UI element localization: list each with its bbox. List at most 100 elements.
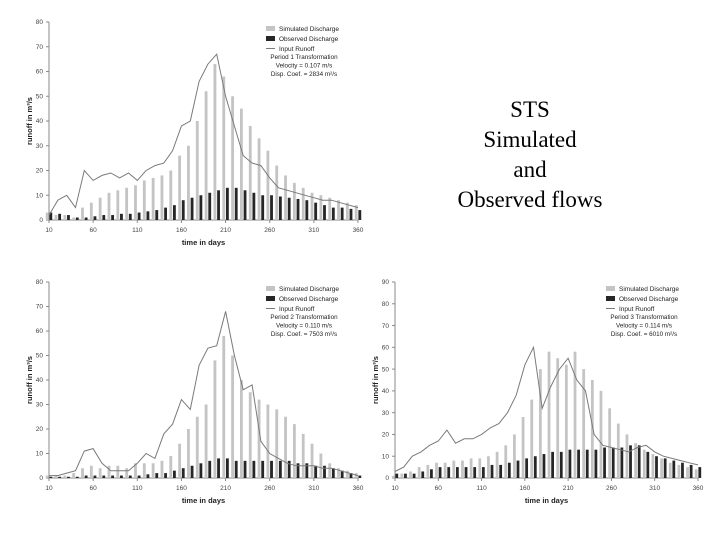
observed-discharge-bar (568, 449, 572, 478)
simulated-discharge-bar (195, 416, 199, 478)
parameter-annotation: Velocity = 0.107 m/s (276, 63, 333, 70)
simulated-discharge-bar (231, 355, 234, 478)
y-axis-title: runoff in m³/s (371, 356, 380, 404)
simulated-discharge-bar (354, 205, 358, 220)
slide-title-line-4: Observed flows (457, 187, 603, 212)
observed-discharge-bar (234, 187, 238, 220)
simulated-discharge-bar (513, 434, 516, 478)
y-tick-label: 80 (382, 301, 390, 308)
simulated-discharge-bar (187, 145, 190, 220)
y-tick-label: 60 (36, 328, 44, 335)
observed-discharge-bar (499, 464, 503, 478)
observed-discharge-bar (199, 195, 203, 220)
simulated-discharge-bar (204, 91, 208, 220)
y-tick-label: 0 (385, 475, 389, 482)
simulated-discharge-bar (213, 360, 217, 478)
observed-discharge-bar (551, 451, 554, 478)
observed-discharge-bar (533, 456, 537, 478)
observed-discharge-bar (481, 467, 485, 478)
simulated-discharge-bar (187, 429, 190, 478)
simulated-discharge-bar (686, 467, 689, 478)
observed-discharge-bar (349, 208, 353, 220)
simulated-discharge-bar (634, 443, 637, 478)
observed-discharge-bar (164, 207, 167, 220)
observed-discharge-bar (323, 465, 326, 478)
observed-discharge-bar (208, 192, 212, 220)
simulated-discharge-bar (642, 449, 646, 478)
observed-discharge-bar (173, 205, 176, 220)
observed-discharge-bar (490, 464, 494, 478)
observed-discharge-bar (464, 467, 468, 478)
y-tick-label: 10 (36, 451, 44, 458)
observed-discharge-bar (243, 190, 247, 220)
slide-title-line-1: STS (510, 97, 550, 122)
x-tick-label: 210 (563, 485, 574, 492)
simulated-discharge-bar (521, 417, 525, 478)
y-tick-label: 50 (36, 93, 44, 100)
observed-discharge-bar (217, 458, 220, 478)
y-tick-label: 50 (36, 353, 44, 360)
simulated-discharge-bar (169, 170, 173, 220)
observed-discharge-bar (146, 211, 150, 220)
observed-discharge-bar (120, 475, 123, 478)
x-tick-label: 360 (353, 485, 364, 492)
observed-discharge-bar (447, 467, 451, 478)
simulated-discharge-bar (495, 451, 499, 478)
simulated-discharge-bar (178, 443, 182, 478)
legend-swatch-observed (266, 36, 275, 41)
observed-discharge-bar (181, 468, 185, 478)
simulated-discharge-bar (452, 460, 456, 478)
observed-discharge-bar (261, 460, 265, 478)
observed-discharge-bar (287, 197, 291, 220)
simulated-discharge-bar (213, 64, 217, 220)
observed-discharge-bar (102, 475, 106, 478)
simulated-discharge-bar (81, 468, 84, 478)
y-tick-label: 40 (36, 118, 44, 125)
x-tick-label: 60 (90, 227, 98, 234)
x-axis-title: time in days (525, 496, 568, 505)
simulated-discharge-bar (89, 465, 93, 478)
simulated-discharge-bar (54, 215, 58, 220)
simulated-discharge-bar (107, 465, 111, 478)
observed-discharge-bar (358, 210, 362, 220)
observed-discharge-bar (252, 460, 256, 478)
observed-discharge-bar (603, 447, 606, 478)
legend-label-runoff: Input Runoff (279, 306, 314, 313)
observed-discharge-bar (646, 451, 650, 478)
observed-discharge-bar (340, 470, 344, 478)
simulated-discharge-bar (409, 471, 412, 478)
observed-discharge-bar (190, 465, 194, 478)
legend-swatch-simulated (266, 286, 275, 291)
simulated-discharge-bar (257, 138, 261, 220)
simulated-discharge-bar (310, 443, 314, 478)
simulated-discharge-bar (116, 190, 120, 220)
parameter-annotation: Velocity = 0.114 m/s (616, 323, 672, 330)
observed-discharge-bar (507, 462, 511, 478)
observed-discharge-bar (305, 200, 309, 220)
observed-discharge-bar (155, 473, 159, 478)
x-tick-label: 210 (220, 227, 231, 234)
simulated-discharge-bar (248, 125, 252, 220)
x-tick-label: 160 (176, 485, 187, 492)
simulated-discharge-bar (504, 445, 508, 478)
y-tick-label: 90 (382, 279, 390, 286)
observed-discharge-bar (75, 476, 79, 478)
parameter-annotation: Disp. Coef. = 2834 m²/s (271, 71, 337, 78)
observed-discharge-bar (128, 213, 132, 220)
simulated-discharge-bar (694, 469, 698, 478)
observed-discharge-bar (164, 473, 167, 478)
observed-discharge-bar (655, 456, 658, 478)
simulated-discharge-bar (556, 358, 560, 478)
slide-title-line-2: Simulated (483, 127, 577, 152)
simulated-discharge-bar (668, 462, 672, 478)
x-tick-label: 60 (435, 485, 443, 492)
simulated-discharge-bar (125, 468, 129, 478)
observed-discharge-bar (358, 475, 362, 478)
observed-discharge-bar (261, 195, 265, 220)
observed-discharge-bar (199, 463, 203, 478)
simulated-discharge-bar (240, 108, 243, 220)
y-tick-label: 60 (382, 345, 390, 352)
x-tick-label: 160 (176, 227, 187, 234)
simulated-discharge-bar (169, 455, 173, 478)
